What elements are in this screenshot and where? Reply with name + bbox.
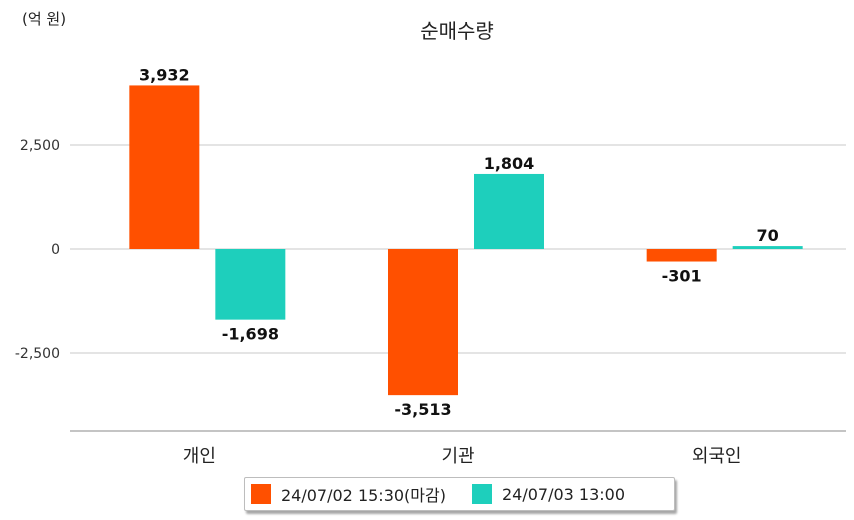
bar-series-2[interactable]	[732, 246, 803, 249]
y-tick-label: -2,500	[15, 346, 60, 362]
x-tick-label: 외국인	[692, 446, 742, 467]
legend-swatch-series-2	[471, 484, 492, 504]
x-tick-label: 기관	[441, 446, 474, 467]
chart-title: 순매수량	[420, 19, 494, 43]
x-axis: 개인 기관 외국인	[70, 430, 846, 467]
bar-series-2[interactable]	[215, 249, 286, 320]
data-label: 1,804	[484, 154, 535, 173]
legend-item-series-1[interactable]: 24/07/02 15:30(마감)	[251, 482, 446, 506]
bar-series-1[interactable]	[646, 249, 717, 262]
data-label: 70	[757, 226, 779, 245]
bars	[129, 85, 803, 396]
bar-series-1[interactable]	[388, 249, 458, 396]
y-axis-ticks: 2,500 0 -2,500	[15, 138, 60, 362]
legend: 24/07/02 15:30(마감) 24/07/03 13:00	[244, 477, 675, 511]
legend-item-series-2[interactable]: 24/07/03 13:00	[471, 484, 626, 504]
data-label: -3,513	[394, 400, 451, 419]
bar-series-2[interactable]	[474, 173, 544, 249]
data-label: -301	[662, 267, 702, 286]
data-label: 3,932	[139, 65, 190, 84]
legend-label-series-2: 24/07/03 13:00	[501, 484, 626, 504]
unit-label: (억 원)	[22, 10, 66, 28]
data-label: -1,698	[222, 325, 279, 344]
x-tick-label: 개인	[183, 446, 216, 467]
data-labels: 3,932 -1,698 -3,513 1,804 -301 70	[139, 65, 779, 419]
y-tick-label: 0	[51, 242, 60, 258]
legend-swatch-series-1	[251, 484, 271, 504]
legend-label-series-1: 24/07/02 15:30(마감)	[281, 486, 446, 505]
bar-series-1[interactable]	[129, 85, 200, 249]
y-tick-label: 2,500	[20, 138, 60, 154]
